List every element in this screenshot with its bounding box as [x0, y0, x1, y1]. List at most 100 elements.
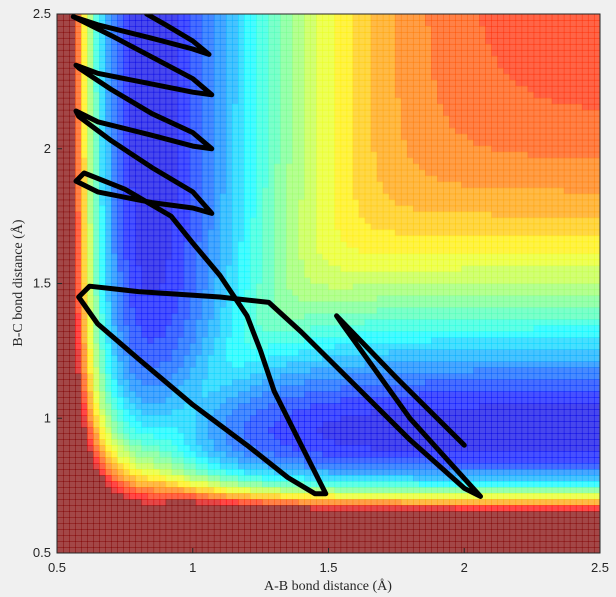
contour-cell [69, 535, 76, 542]
contour-cell [316, 343, 324, 350]
contour-cell [238, 163, 245, 171]
contour-cell [352, 217, 360, 225]
contour-cell [129, 415, 137, 422]
contour-cell [57, 235, 64, 243]
contour-cell [213, 67, 221, 75]
contour-cell [141, 499, 149, 506]
contour-cell [141, 193, 149, 201]
contour-cell [141, 85, 149, 93]
contour-cell [370, 103, 378, 111]
contour-cell [280, 85, 287, 93]
contour-cell [57, 49, 64, 57]
contour-cell [177, 385, 185, 392]
contour-cell [304, 403, 311, 410]
contour-cell [334, 163, 342, 171]
contour-cell [207, 181, 215, 189]
contour-cell [225, 337, 233, 344]
contour-cell [57, 307, 64, 315]
contour-cell [105, 385, 112, 392]
contour-cell [207, 535, 215, 542]
contour-cell [358, 193, 366, 201]
contour-cell [262, 79, 269, 87]
contour-cell [274, 295, 281, 303]
contour-cell [63, 14, 70, 21]
contour-cell [268, 541, 275, 548]
contour-cell [171, 481, 179, 488]
contour-cell [298, 493, 305, 500]
contour-cell [225, 79, 233, 87]
contour-cell [316, 19, 324, 27]
contour-cell [274, 115, 281, 123]
contour-cell [57, 445, 64, 452]
contour-cell [147, 421, 155, 428]
contour-cell [292, 67, 299, 75]
contour-cell [382, 289, 390, 297]
contour-cell [231, 55, 239, 63]
contour-cell [382, 499, 390, 506]
contour-cell [304, 481, 311, 488]
contour-cell [322, 295, 330, 303]
contour-cell [183, 373, 191, 380]
contour-cell [280, 391, 287, 398]
contour-cell [274, 313, 281, 321]
contour-cell [231, 163, 239, 171]
contour-cell [364, 61, 372, 69]
contour-cell [250, 67, 257, 75]
contour-cell [159, 397, 167, 404]
contour-cell [370, 49, 378, 57]
contour-cell [93, 271, 100, 279]
contour-cell [346, 43, 354, 51]
contour-cell [63, 331, 70, 338]
contour-cell [346, 547, 354, 553]
contour-cell [195, 139, 203, 147]
contour-cell [322, 19, 330, 27]
contour-cell [364, 337, 372, 344]
contour-cell [141, 37, 149, 45]
contour-cell [340, 481, 348, 488]
contour-cell [238, 181, 245, 189]
contour-cell [370, 517, 378, 524]
contour-cell [87, 85, 94, 93]
contour-cell [316, 151, 324, 159]
contour-cell [207, 331, 215, 338]
contour-cell [117, 79, 124, 87]
contour-cell [250, 14, 257, 21]
contour-cell [63, 427, 70, 434]
contour-cell [213, 175, 221, 183]
contour-cell [262, 229, 269, 237]
contour-cell [286, 283, 293, 291]
contour-cell [75, 31, 82, 39]
contour-cell [93, 235, 100, 243]
contour-cell [87, 331, 94, 338]
contour-cell [286, 409, 293, 416]
contour-cell [262, 505, 269, 512]
contour-cell [292, 469, 299, 476]
contour-cell [370, 463, 378, 470]
contour-cell [250, 73, 257, 81]
contour-cell [280, 385, 287, 392]
contour-cell [99, 67, 106, 75]
contour-cell [189, 55, 197, 63]
contour-cell [123, 319, 130, 327]
contour-cell [75, 121, 82, 129]
contour-cell [256, 193, 263, 201]
contour-cell [75, 331, 82, 338]
contour-cell [352, 361, 360, 368]
contour-cell [316, 253, 324, 261]
contour-cell [244, 337, 251, 344]
contour-cell [171, 433, 179, 440]
contour-cell [352, 223, 360, 231]
contour-cell [165, 349, 173, 356]
contour-cell [171, 31, 179, 39]
contour-cell [225, 325, 233, 333]
contour-cell [358, 127, 366, 135]
contour-cell [111, 235, 118, 243]
contour-cell [250, 109, 257, 117]
contour-cell [352, 409, 360, 416]
contour-cell [105, 409, 112, 416]
contour-cell [189, 121, 197, 129]
contour-cell [256, 253, 263, 261]
contour-cell [93, 403, 100, 410]
contour-cell [231, 145, 239, 153]
contour-cell [171, 109, 179, 117]
